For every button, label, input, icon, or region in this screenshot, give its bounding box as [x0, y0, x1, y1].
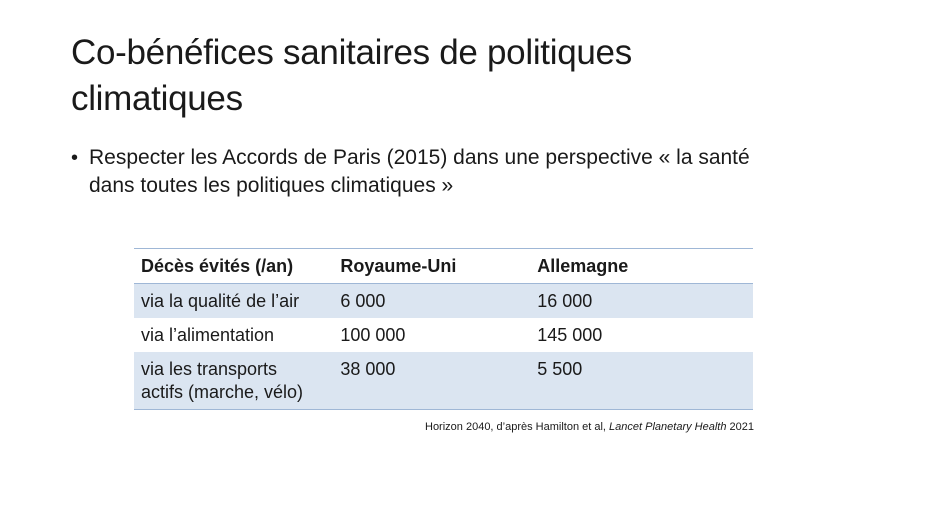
title-line-2: climatiques [71, 79, 243, 118]
slide-title: Co-bénéfices sanitaires de politiques cl… [71, 30, 871, 122]
header-cell: Allemagne [537, 256, 629, 276]
source-year: 2021 [726, 421, 754, 433]
source-citation: Horizon 2040, d’après Hamilton et al, La… [134, 421, 754, 433]
uk-value-cell: 38 000 [340, 359, 396, 379]
deaths-table: Décès évités (/an) Royaume-Uni Allemagne… [134, 248, 753, 410]
table-header-row: Décès évités (/an) Royaume-Uni Allemagne [134, 248, 753, 284]
row-label-line-1: via les transports [141, 359, 278, 379]
uk-value-cell: 100 000 [340, 325, 406, 345]
bullet-item: • Respecter les Accords de Paris (2015) … [71, 144, 891, 200]
de-value-cell: 5 500 [537, 359, 583, 379]
table-row: via les transports actifs (marche, vélo)… [134, 352, 753, 410]
bullet-line-1: Respecter les Accords de Paris (2015) da… [89, 146, 750, 169]
source-prefix: Horizon 2040, d’après Hamilton et al, [425, 421, 610, 433]
bullet-dot-icon: • [71, 147, 79, 169]
header-cell: Décès évités (/an) [141, 256, 294, 276]
bullet-list: • Respecter les Accords de Paris (2015) … [71, 144, 891, 200]
title-line-1: Co-bénéfices sanitaires de politiques [71, 33, 632, 72]
row-label-cell: via les transports actifs (marche, vélo) [134, 352, 333, 410]
row-label-cell: via l’alimentation [141, 325, 275, 345]
table-row: via l’alimentation 100 000 145 000 [134, 318, 753, 352]
de-value-cell: 16 000 [537, 291, 593, 311]
table-row: via la qualité de l’air 6 000 16 000 [134, 283, 753, 318]
row-label-cell: via la qualité de l’air [141, 291, 300, 311]
bullet-line-2: dans toutes les politiques climatiques » [89, 174, 454, 197]
header-cell: Royaume-Uni [340, 256, 457, 276]
de-value-cell: 145 000 [537, 325, 603, 345]
deaths-table-container: Décès évités (/an) Royaume-Uni Allemagne… [134, 248, 753, 410]
uk-value-cell: 6 000 [340, 291, 386, 311]
source-journal: Lancet Planetary Health [609, 421, 727, 433]
row-label-line-2: actifs (marche, vélo) [141, 382, 304, 402]
